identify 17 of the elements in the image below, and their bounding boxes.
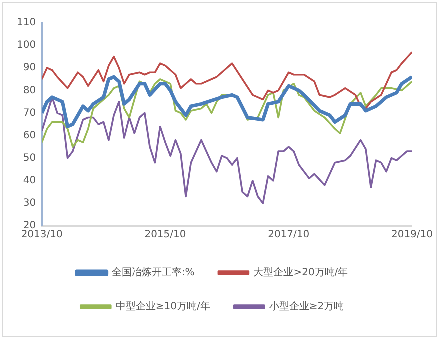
y-tick-label: 90 bbox=[23, 62, 36, 74]
y-tick-label: 100 bbox=[16, 40, 36, 52]
x-tick-label: 2017/10 bbox=[268, 230, 310, 241]
y-tick-label: 30 bbox=[23, 198, 36, 210]
legend-label: 全国冶炼开工率:% bbox=[112, 266, 195, 279]
x-tick-label: 2015/10 bbox=[144, 230, 186, 241]
y-tick-label: 80 bbox=[23, 85, 36, 96]
y-tick-label: 70 bbox=[23, 108, 36, 119]
y-tick-label: 50 bbox=[23, 152, 36, 164]
y-tick-label: 40 bbox=[23, 175, 36, 186]
x-tick-label: 2019/10 bbox=[391, 230, 433, 241]
legend-label: 小型企业≥2万吨 bbox=[269, 300, 344, 313]
x-tick-label: 2013/10 bbox=[21, 230, 63, 241]
legend-label: 大型企业>20万吨/年 bbox=[254, 266, 348, 279]
y-tick-label: 110 bbox=[16, 18, 36, 29]
y-tick-label: 60 bbox=[23, 130, 36, 142]
legend-label: 中型企业≥10万吨/年 bbox=[116, 300, 210, 313]
